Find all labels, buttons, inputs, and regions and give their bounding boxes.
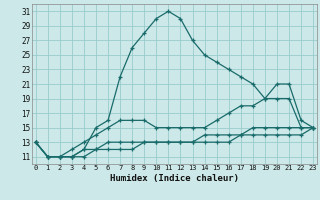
- X-axis label: Humidex (Indice chaleur): Humidex (Indice chaleur): [110, 174, 239, 183]
